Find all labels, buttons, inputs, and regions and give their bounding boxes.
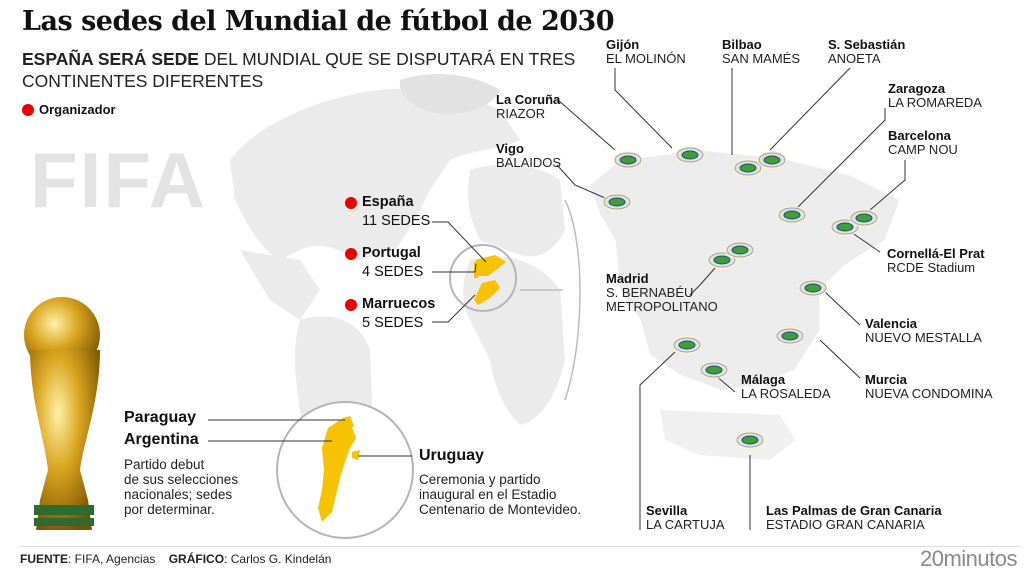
- footer-credits: FUENTE: FIFA, Agencias GRÁFICO: Carlos G…: [20, 552, 331, 566]
- stadium-label-zaragoza: Zaragoza LA ROMAREDA: [888, 82, 982, 110]
- stadium-label-las-palmas: Las Palmas de Gran Canaria ESTADIO GRAN C…: [766, 504, 942, 532]
- graphic-value: : Carlos G. Kindelán: [224, 552, 332, 566]
- stadium-name: LA ROMAREDA: [888, 95, 982, 110]
- stadium-name: LA ROSALEDA: [741, 386, 831, 401]
- label-uruguay: Uruguay: [419, 447, 484, 464]
- city-name: Madrid: [606, 271, 649, 286]
- stadium-name: NUEVO MESTALLA: [865, 330, 982, 345]
- page-subtitle: ESPAÑA SERÁ SEDE DEL MUNDIAL QUE SE DISP…: [22, 48, 582, 92]
- stadium-label-madrid: Madrid S. BERNABÉU METROPOLITANO: [606, 272, 718, 314]
- desc-line: Ceremonia y partido: [419, 472, 541, 487]
- stadium-label-vigo: Vigo BALAIDOS: [496, 142, 561, 170]
- world-cup-trophy-image: [24, 297, 100, 530]
- argentina-description: Partido debut de sus selecciones naciona…: [124, 457, 238, 517]
- organizer-portugal: Portugal 4 SEDES: [345, 244, 423, 282]
- city-name: Cornellá-El Prat: [887, 246, 985, 261]
- footer-divider: [20, 546, 1020, 547]
- desc-line: Centenario de Montevideo.: [419, 502, 582, 517]
- south-america-zoom-circle: [276, 401, 414, 539]
- label-paraguay: Paraguay: [124, 409, 197, 426]
- city-name: Barcelona: [888, 128, 951, 143]
- source-value: : FIFA, Agencias: [68, 552, 156, 566]
- stadium-name: SAN MAMÉS: [722, 51, 801, 66]
- stadium-icons: [602, 146, 879, 449]
- stadium-name: LA CARTUJA: [646, 517, 725, 532]
- desc-line: por determinar.: [124, 502, 215, 517]
- country-name: Portugal: [362, 245, 421, 261]
- city-name: Murcia: [865, 372, 907, 387]
- subtitle-emphasis: ESPAÑA SERÁ SEDE: [22, 49, 199, 69]
- stadium-label-valencia: Valencia NUEVO MESTALLA: [865, 317, 982, 345]
- organizer-spain: España 11 SEDES: [345, 193, 430, 231]
- stadium-label-murcia: Murcia NUEVA CONDOMINA: [865, 373, 993, 401]
- city-name: Gijón: [606, 37, 640, 52]
- red-dot-icon: [345, 298, 357, 311]
- spain-map: [589, 149, 901, 391]
- organizer-morocco: Marruecos 5 SEDES: [345, 295, 435, 333]
- portugal-highlight: [474, 262, 478, 278]
- stadium-label-cornella: Cornellá-El Prat RCDE Stadium: [887, 247, 985, 275]
- morocco-highlight: [474, 280, 500, 305]
- stadium-name: METROPOLITANO: [606, 299, 718, 314]
- desc-line: de sus selecciones: [124, 472, 239, 487]
- canary-islands-map: [660, 410, 795, 460]
- city-name: Sevilla: [646, 503, 688, 518]
- uruguay-highlight: [352, 450, 360, 460]
- stadium-name: RIAZOR: [496, 106, 546, 121]
- stadium-label-san-sebastian: S. Sebastián ANOETA: [828, 38, 905, 66]
- sedes-count: 11 SEDES: [362, 213, 431, 229]
- city-name: Las Palmas de Gran Canaria: [766, 503, 942, 518]
- sedes-count: 5 SEDES: [362, 315, 424, 331]
- stadium-name: ANOETA: [828, 51, 881, 66]
- stadium-label-la-coruna: La Coruña RIAZOR: [496, 93, 560, 121]
- desc-line: Partido debut: [124, 457, 205, 472]
- city-name: Zaragoza: [888, 81, 946, 96]
- brand-logo: 20minutos: [919, 546, 1018, 571]
- subtitle-rest: DEL MUNDIAL QUE SE DISPUTARÁ EN TRES CON…: [22, 49, 576, 91]
- desc-line: inaugural en el Estadio: [419, 487, 557, 502]
- stadium-label-barcelona: Barcelona CAMP NOU: [888, 129, 958, 157]
- graphic-label: GRÁFICO: [168, 552, 225, 566]
- city-name: Valencia: [865, 316, 918, 331]
- city-name: S. Sebastián: [828, 37, 906, 52]
- spain-highlight: [476, 255, 506, 276]
- desc-line: nacionales; sedes: [124, 487, 233, 502]
- stadium-label-gijon: Gijón EL MOLINÓN: [606, 38, 686, 66]
- country-name: Marruecos: [362, 296, 436, 312]
- argentina-highlight: [318, 420, 356, 522]
- city-name: Málaga: [741, 372, 786, 387]
- stadium-name: RCDE Stadium: [887, 260, 976, 275]
- city-name: Vigo: [496, 141, 524, 156]
- sedes-count: 4 SEDES: [362, 264, 424, 280]
- country-name: España: [362, 194, 414, 210]
- stadium-label-sevilla: Sevilla LA CARTUJA: [646, 504, 725, 532]
- stadium-label-bilbao: Bilbao SAN MAMÉS: [722, 38, 800, 66]
- red-dot-icon: [345, 247, 357, 260]
- uruguay-description: Ceremonia y partido inaugural en el Esta…: [419, 472, 581, 517]
- stadium-name: ESTADIO GRAN CANARIA: [766, 517, 925, 532]
- stadium-label-malaga: Málaga LA ROSALEDA: [741, 373, 831, 401]
- stadium-name: NUEVA CONDOMINA: [865, 386, 993, 401]
- legend: Organizador: [22, 102, 116, 117]
- source-label: FUENTE: [20, 552, 68, 566]
- page-title: Las sedes del Mundial de fútbol de 2030: [22, 6, 615, 37]
- legend-label: Organizador: [39, 102, 116, 117]
- stadium-name: CAMP NOU: [888, 142, 958, 157]
- label-argentina: Argentina: [124, 431, 199, 448]
- stadium-name: S. BERNABÉU: [606, 285, 694, 300]
- red-dot-icon: [22, 103, 34, 116]
- red-dot-icon: [345, 196, 357, 209]
- stadium-name: BALAIDOS: [496, 155, 562, 170]
- stadium-name: EL MOLINÓN: [606, 51, 686, 66]
- city-name: Bilbao: [722, 37, 762, 52]
- city-name: La Coruña: [496, 92, 561, 107]
- fifa-watermark: FIFA: [30, 136, 207, 224]
- iberia-zoom-circle: [449, 244, 517, 312]
